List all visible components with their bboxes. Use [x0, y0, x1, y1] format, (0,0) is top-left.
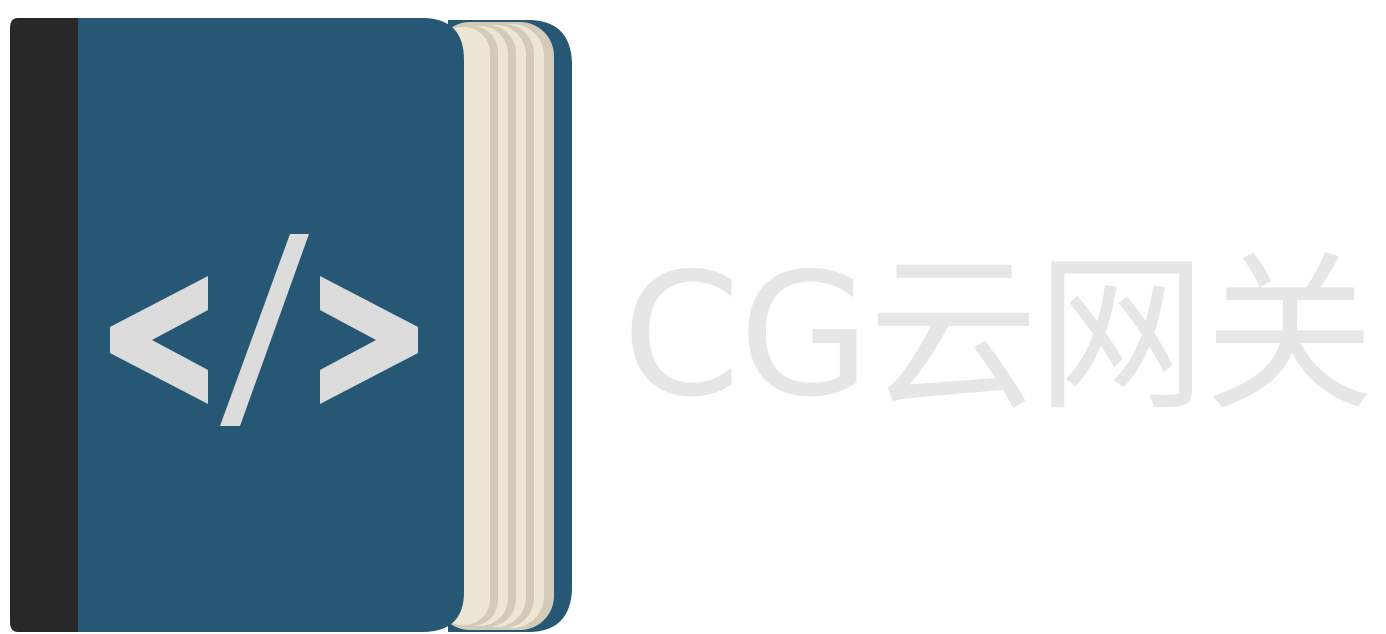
book-spine [10, 18, 78, 632]
brand-name: CG云网关 [622, 237, 1374, 435]
code-book-icon [10, 18, 572, 632]
code-glyph [110, 234, 418, 426]
